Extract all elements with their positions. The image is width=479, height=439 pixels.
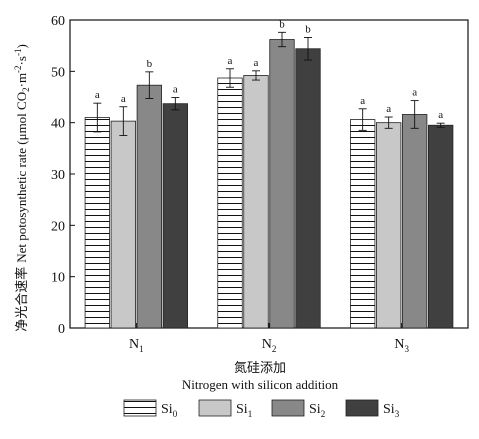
y-axis-title-cn: 净光合速率 (14, 267, 29, 332)
legend-swatch (198, 399, 232, 417)
x-axis-title-en: Nitrogen with silicon addition (182, 377, 339, 392)
y-tick-label: 0 (58, 322, 65, 337)
bar (84, 117, 110, 329)
y-axis-title-en: Net potosynthetic rate (μmol CO (14, 92, 29, 263)
bar (136, 84, 162, 329)
legend-label: Si3 (383, 402, 400, 419)
legend-swatch (345, 399, 379, 417)
significance-letter: a (386, 103, 391, 115)
significance-letter: b (147, 58, 153, 70)
bar (162, 103, 188, 329)
legend-swatch (123, 399, 157, 417)
significance-letter: a (412, 87, 417, 99)
y-axis-title-sup1: -2 (13, 65, 23, 73)
x-tick-label: N2 (262, 337, 277, 354)
significance-letter: a (95, 89, 100, 101)
bar (217, 77, 243, 329)
legend-label: Si0 (161, 402, 178, 419)
legend-label: Si1 (236, 402, 252, 419)
legend-swatch (271, 399, 305, 417)
y-axis-title: 净光合速率Net potosynthetic rate (μmol CO2·m-… (13, 44, 31, 332)
legend-label: Si2 (309, 402, 325, 419)
bar (350, 119, 376, 329)
bar (269, 39, 295, 329)
bar (110, 120, 136, 329)
significance-letter: a (360, 95, 365, 107)
y-tick-label: 60 (51, 14, 65, 29)
significance-letter: a (121, 93, 126, 105)
bar (295, 48, 321, 329)
significance-letter: a (438, 109, 443, 121)
significance-letter: a (254, 57, 259, 69)
legend: Si0 Si1 Si2 Si3 (123, 399, 400, 419)
significance-letter: b (279, 18, 285, 30)
y-tick-label: 50 (51, 65, 65, 80)
plot-area: 0 10 20 30 40 50 60 N1 a a b a N2 a a b b N3 a a a a (51, 14, 469, 354)
y-tick-label: 10 (51, 271, 65, 286)
y-tick-label: 20 (51, 219, 65, 234)
y-axis-title-end: ) (14, 44, 29, 48)
significance-letter: a (228, 55, 233, 67)
svg-text:净光合速率Net potosynthetic rate (μ: 净光合速率Net potosynthetic rate (μmol CO2·m-… (13, 44, 31, 332)
significance-letter: a (173, 84, 178, 96)
bar (428, 124, 454, 329)
y-axis-title-mid: ·m (14, 73, 29, 87)
y-axis-title-sub: 2 (21, 87, 31, 92)
y-axis-title-sup2: -1 (13, 49, 23, 57)
y-tick-label: 30 (51, 168, 65, 183)
y-tick-label: 40 (51, 117, 65, 132)
y-axis-title-mid2: ·s (14, 56, 29, 65)
x-tick-label: N3 (394, 337, 409, 354)
x-tick-label: N1 (129, 337, 144, 354)
significance-letter: b (305, 23, 311, 35)
x-axis-title-cn: 氮硅添加 (234, 360, 286, 375)
bar (376, 122, 402, 329)
bar (243, 75, 269, 329)
bar (402, 114, 428, 329)
